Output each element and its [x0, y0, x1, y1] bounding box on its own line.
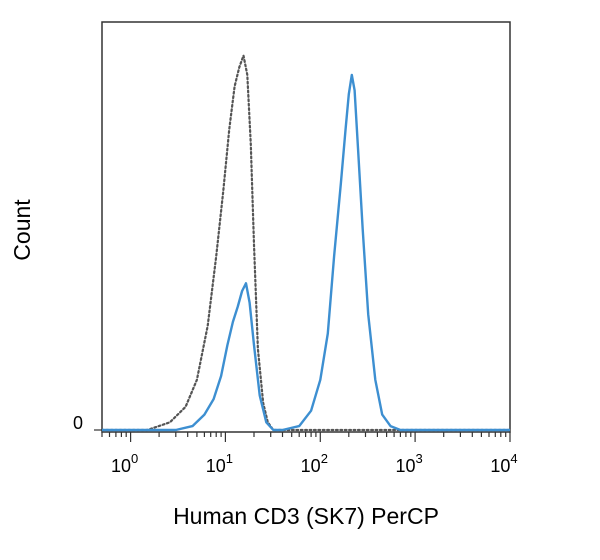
series-solid-curve — [102, 73, 510, 432]
y-axis-ticks: 0 — [73, 413, 102, 433]
x-tick-exponent: 1 — [226, 451, 233, 466]
x-tick-base: 10 — [490, 456, 510, 476]
x-tick-base: 10 — [395, 456, 415, 476]
x-tick-base: 10 — [301, 456, 321, 476]
y-axis-title: Count — [9, 199, 35, 261]
series-layer — [100, 54, 512, 432]
x-tick-base: 10 — [206, 456, 226, 476]
x-tick-label: 104 — [490, 451, 517, 476]
y-tick-label: 0 — [73, 413, 83, 433]
x-tick-exponent: 3 — [415, 451, 422, 466]
x-tick-exponent: 0 — [131, 451, 138, 466]
x-axis-ticks: 100 101 102 103 104 — [101, 432, 518, 476]
series-dotted-curve — [100, 54, 512, 432]
x-tick-label: 100 — [111, 451, 138, 476]
plot-frame — [101, 21, 511, 433]
x-tick-label: 103 — [395, 451, 422, 476]
x-tick-label: 102 — [301, 451, 328, 476]
x-tick-base: 10 — [111, 456, 131, 476]
x-axis-title: Human CD3 (SK7) PerCP — [173, 503, 439, 529]
x-tick-exponent: 2 — [321, 451, 328, 466]
x-tick-label: 101 — [206, 451, 233, 476]
x-tick-exponent: 4 — [510, 451, 517, 466]
